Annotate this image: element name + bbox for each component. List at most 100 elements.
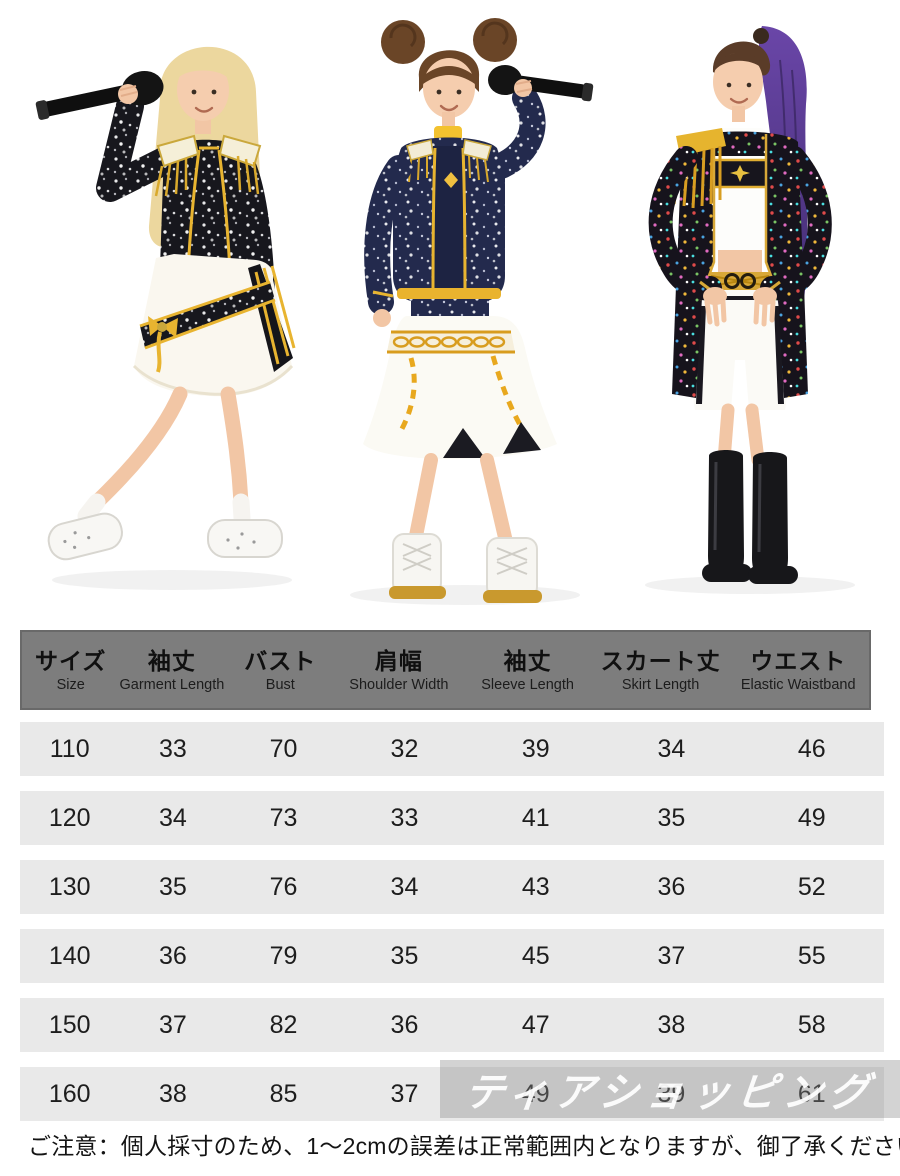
- table-cell: 85: [269, 1079, 298, 1108]
- table-cell: 70: [269, 734, 298, 763]
- left-hand: [373, 309, 391, 327]
- jacket-tail-right: [778, 286, 808, 398]
- microphone: [488, 65, 594, 102]
- table-cell: 140: [48, 941, 91, 970]
- table-cell: 82: [269, 1010, 298, 1039]
- table-cell: 160: [48, 1079, 91, 1108]
- jacket-tail-left: [672, 286, 702, 398]
- column-header-shoulder-width: 肩幅 Shoulder Width: [336, 648, 461, 693]
- midriff: [718, 250, 762, 274]
- yellow-collar: [434, 126, 462, 141]
- size-chart-header: サイズ Size 袖丈 Garment Length バスト Bust 肩幅 S…: [20, 630, 871, 710]
- skirt: [363, 316, 557, 459]
- gold-bow: [148, 316, 178, 373]
- column-header-en: Bust: [265, 676, 295, 693]
- hair-buns: [381, 18, 517, 92]
- table-cell: 110: [49, 734, 90, 763]
- left-arm-sleeve: [364, 155, 412, 327]
- table-cell: 47: [521, 1010, 550, 1039]
- pleat-dark-1: [443, 428, 485, 458]
- jacket: [393, 137, 505, 302]
- floor-shadow: [52, 570, 292, 590]
- table-cell: 35: [159, 872, 187, 901]
- table-cell: 37: [390, 1079, 419, 1108]
- table-cell: 36: [657, 872, 686, 901]
- table-row-120: 120 34 73 33 41 35 49: [20, 791, 884, 845]
- sneakers: [47, 512, 283, 561]
- table-cell: 34: [390, 872, 419, 901]
- floor-shadow: [645, 576, 855, 594]
- column-header-jp: サイズ: [35, 647, 107, 674]
- table-cell: 49: [797, 803, 826, 832]
- column-header-sleeve-length: 袖丈 Sleeve Length: [462, 648, 594, 693]
- table-cell: 76: [269, 872, 298, 901]
- column-header-jp: ウエスト: [750, 647, 847, 674]
- table-cell: 33: [159, 734, 187, 763]
- column-header-en: Skirt Length: [621, 676, 700, 693]
- table-cell: 36: [390, 1010, 419, 1039]
- microphone: [35, 71, 164, 120]
- product-photo-gallery: [35, 18, 855, 605]
- table-cell: 33: [390, 803, 419, 832]
- column-header-bust: バスト Bust: [224, 648, 336, 693]
- table-row-110: 110 33 70 32 39 34 46: [20, 722, 884, 776]
- right-arm-sleeve: [96, 92, 184, 202]
- table-cell: 61: [797, 1079, 826, 1108]
- column-header-jp: バスト: [244, 647, 317, 674]
- skirt: [132, 254, 296, 397]
- table-cell: 38: [657, 1010, 686, 1039]
- table-cell: 46: [797, 734, 826, 763]
- pleat-dark-2: [503, 422, 541, 454]
- column-header-en: Shoulder Width: [349, 676, 449, 693]
- waistband: [411, 300, 489, 316]
- table-row-140: 140 36 79 35 45 37 55: [20, 929, 884, 983]
- table-cell: 79: [269, 941, 298, 970]
- table-cell: 52: [797, 872, 826, 901]
- size-note: ご注意：個人採寸のため、1～2cmの誤差は正常範囲内となりますが、御了承ください…: [28, 1133, 900, 1159]
- model-photo-right: [645, 26, 855, 594]
- table-cell: 150: [48, 1010, 91, 1039]
- table-cell: 73: [269, 803, 298, 832]
- chain-motif-left: [396, 357, 417, 436]
- arms: [648, 146, 832, 327]
- table-cell: 35: [657, 803, 686, 832]
- legs: [407, 453, 514, 553]
- column-header-en: Sleeve Length: [481, 676, 574, 693]
- gold-star: [730, 165, 750, 182]
- table-cell: 39: [657, 1079, 686, 1108]
- table-cell: 58: [797, 1010, 826, 1039]
- column-header-skirt-length: スカート丈 Skirt Length: [594, 648, 728, 693]
- epaulettes: [154, 134, 262, 197]
- column-header-jp: 肩幅: [374, 647, 423, 674]
- table-cell: 45: [521, 941, 550, 970]
- socks: [77, 493, 251, 527]
- column-header-size: サイズ Size: [22, 648, 119, 693]
- table-cell: 130: [48, 872, 91, 901]
- face: [713, 52, 763, 122]
- table-cell: 34: [159, 803, 187, 832]
- table-cell: 37: [159, 1010, 187, 1039]
- table-cell: 39: [521, 734, 550, 763]
- legs: [89, 386, 249, 510]
- model-photo-center: [350, 18, 594, 605]
- column-header-en: Garment Length: [119, 676, 225, 693]
- table-row-130: 130 35 76 34 43 36 52: [20, 860, 884, 914]
- table-cell: 38: [159, 1079, 187, 1108]
- table-row-160: 160 38 85 37 49 39 61: [20, 1067, 884, 1121]
- table-cell: 37: [657, 941, 686, 970]
- face: [177, 57, 229, 121]
- boots: [389, 533, 542, 603]
- table-cell: 41: [521, 803, 550, 832]
- model-photo-left: [35, 46, 296, 590]
- column-header-en: Elastic Waistband: [740, 676, 856, 693]
- table-cell: 34: [657, 734, 686, 763]
- table-cell: 32: [390, 734, 419, 763]
- column-header-waist: ウエスト Elastic Waistband: [727, 648, 868, 693]
- table-row-150: 150 37 82 36 47 38 58: [20, 998, 884, 1052]
- column-header-jp: スカート丈: [600, 647, 721, 674]
- column-header-jp: 袖丈: [147, 647, 196, 674]
- table-cell: 43: [521, 872, 550, 901]
- table-cell: 36: [159, 941, 187, 970]
- chain-motif-right: [490, 355, 526, 432]
